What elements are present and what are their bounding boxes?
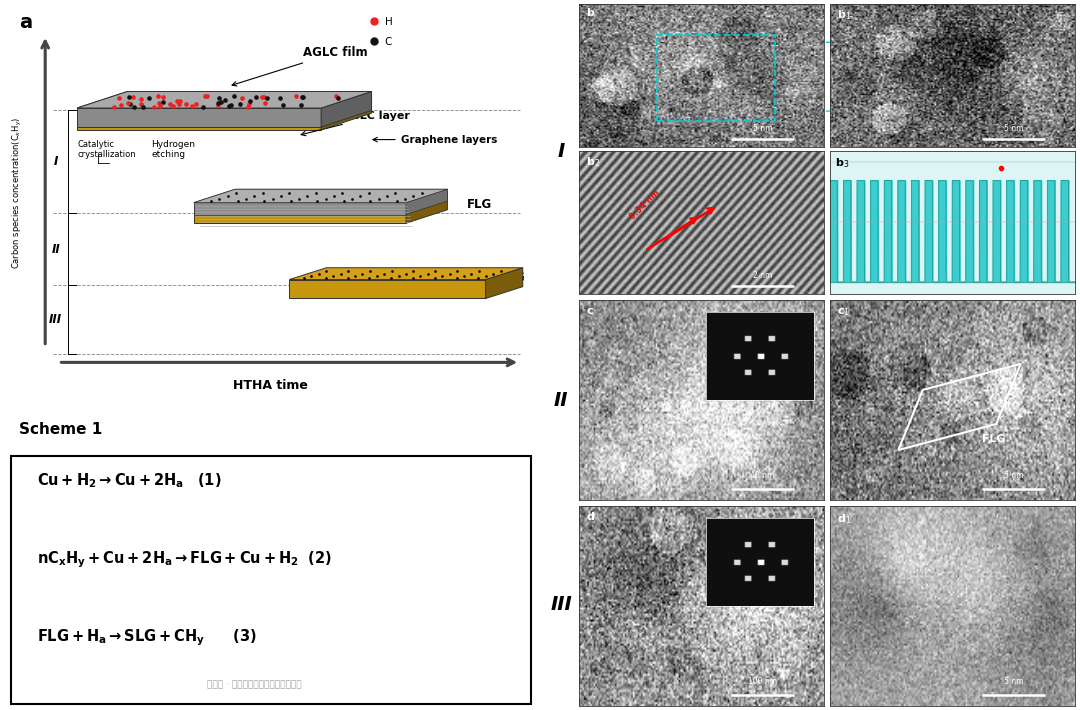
Text: II: II [554,391,568,410]
Text: c$_1$: c$_1$ [837,306,850,317]
Polygon shape [193,202,406,223]
Text: 2 nm: 2 nm [753,271,772,280]
Text: Graphene layers: Graphene layers [373,135,497,145]
Text: SLG: SLG [499,271,525,284]
Text: b$_1$: b$_1$ [837,8,851,21]
Polygon shape [406,190,447,223]
Text: HTHA time: HTHA time [233,379,308,392]
Text: 0.34 nm: 0.34 nm [627,188,661,222]
Polygon shape [486,268,523,298]
Text: a: a [18,13,31,33]
Polygon shape [193,190,447,202]
Text: Catalytic
crystallization: Catalytic crystallization [77,140,136,159]
Polygon shape [406,190,447,214]
Text: AGLC layer: AGLC layer [301,111,410,136]
Text: Hydrogen
etching: Hydrogen etching [151,140,195,159]
Polygon shape [77,108,321,130]
Text: 公众号 · 云南省先进粉体材料创新团队: 公众号 · 云南省先进粉体材料创新团队 [207,680,301,689]
Polygon shape [77,92,372,108]
Polygon shape [77,108,321,127]
Text: II: II [52,243,60,256]
Text: b$_3$: b$_3$ [835,156,849,170]
Text: FLG: FLG [982,434,1005,444]
Text: C: C [384,37,392,47]
Polygon shape [289,268,523,280]
Polygon shape [193,190,447,202]
Polygon shape [193,202,406,214]
Text: I: I [54,155,58,168]
Text: $\mathbf{FLG + H_a \rightarrow SLG + CH_y}$$\mathbf{\ \ \ \ \ \ (3)}$: $\mathbf{FLG + H_a \rightarrow SLG + CH_… [37,628,257,648]
FancyBboxPatch shape [11,456,530,704]
Text: FLG: FLG [467,198,492,211]
Polygon shape [289,280,486,298]
Polygon shape [321,92,372,130]
Text: c: c [586,306,593,316]
Text: b$_2$: b$_2$ [586,155,600,169]
Polygon shape [77,92,372,108]
Text: 5 nm: 5 nm [1003,124,1023,133]
Text: Scheme 1: Scheme 1 [18,422,102,437]
Text: 100 nm: 100 nm [747,677,777,687]
Text: III: III [50,314,63,327]
Text: AGLC film: AGLC film [232,46,367,86]
Text: d: d [586,512,594,522]
Text: $\mathbf{Cu + H_2 \rightarrow Cu + 2H_a}$$\mathbf{\ \ \ (1)}$: $\mathbf{Cu + H_2 \rightarrow Cu + 2H_a}… [37,471,221,490]
Text: H: H [384,18,392,28]
Text: 5 nm: 5 nm [753,124,772,133]
Text: III: III [551,595,572,614]
Text: 5 nm: 5 nm [1003,677,1023,687]
Text: 40 nm: 40 nm [751,471,774,480]
Bar [657,35,774,121]
Text: 5 nm: 5 nm [1003,471,1023,480]
Text: d$_1$: d$_1$ [837,512,851,526]
Text: $\mathbf{nC_xH_y + Cu + 2H_a \rightarrow FLG + Cu + H_2}$$\mathbf{\ \ (2)}$: $\mathbf{nC_xH_y + Cu + 2H_a \rightarrow… [37,549,333,569]
Text: Carbon species concentration(C$_x$H$_y$): Carbon species concentration(C$_x$H$_y$) [11,116,24,269]
Text: b: b [586,8,594,18]
Text: I: I [557,142,565,160]
Polygon shape [321,92,372,127]
